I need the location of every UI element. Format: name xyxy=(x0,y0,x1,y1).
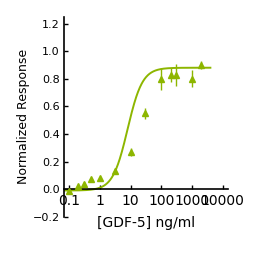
X-axis label: [GDF-5] ng/ml: [GDF-5] ng/ml xyxy=(97,216,195,230)
Y-axis label: Normalized Response: Normalized Response xyxy=(17,49,30,184)
